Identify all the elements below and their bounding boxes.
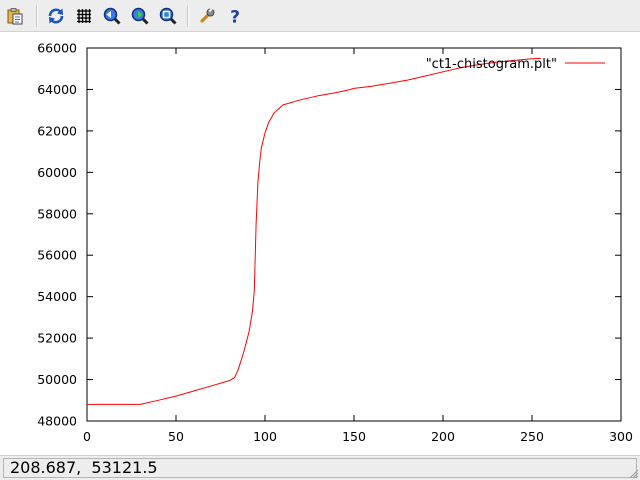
x-tick-label: 0	[83, 429, 91, 444]
y-axis: 48000 50000 52000 54000 56000 58000 60000 62000…	[37, 41, 621, 429]
x-tick-label: 50	[168, 429, 184, 444]
y-tick-label: 52000	[37, 331, 77, 346]
y-tick-label: 60000	[37, 165, 77, 180]
y-tick-label: 54000	[37, 289, 77, 304]
x-tick-label: 100	[253, 429, 277, 444]
x-tick-label: 300	[609, 429, 633, 444]
plot-frame	[86, 47, 622, 422]
toolbar-separator	[187, 5, 189, 27]
toolbar-separator	[36, 5, 38, 27]
svg-text:?: ?	[230, 8, 240, 26]
settings-button[interactable]	[196, 5, 218, 27]
plot-area[interactable]: 48000 50000 52000 54000 56000 58000 60000 62000…	[0, 32, 640, 455]
zoom-autoscale-icon	[159, 7, 177, 25]
chart[interactable]: 48000 50000 52000 54000 56000 58000 60000 62000…	[0, 32, 640, 455]
status-bar: 208.687, 53121.5	[0, 455, 640, 480]
next-zoom-button[interactable]	[129, 5, 151, 27]
clipboard-icon	[7, 8, 23, 25]
y-tick-label: 64000	[37, 82, 77, 97]
toolbar: ?	[0, 0, 640, 32]
x-tick-label: 150	[342, 429, 366, 444]
y-tick-label: 58000	[37, 206, 77, 221]
copy-to-clipboard-button[interactable]	[4, 5, 26, 27]
legend: "ct1-chistogram.plt"	[426, 57, 605, 72]
zoom-next-icon	[131, 7, 149, 25]
series-line	[87, 57, 541, 405]
autoscale-button[interactable]	[157, 5, 179, 27]
mouse-coordinates: 208.687, 53121.5	[3, 458, 637, 478]
x-tick-label: 250	[520, 429, 544, 444]
grid-button[interactable]	[73, 5, 95, 27]
y-tick-label: 50000	[37, 372, 77, 387]
resize-grip-icon[interactable]	[627, 467, 639, 479]
previous-zoom-button[interactable]	[101, 5, 123, 27]
y-tick-label: 66000	[37, 41, 77, 56]
y-tick-label: 56000	[37, 248, 77, 263]
replot-icon	[48, 8, 64, 24]
legend-label: "ct1-chistogram.plt"	[426, 57, 557, 72]
wrench-icon	[200, 7, 215, 23]
grid-icon	[77, 9, 91, 23]
help-button[interactable]: ?	[224, 5, 246, 27]
zoom-previous-icon	[103, 7, 121, 25]
help-icon: ?	[230, 8, 240, 26]
x-axis: 0 50 100 150 200 250 300	[83, 48, 633, 444]
replot-button[interactable]	[45, 5, 67, 27]
y-tick-label: 62000	[37, 123, 77, 138]
y-tick-label: 48000	[37, 414, 77, 429]
x-tick-label: 200	[431, 429, 455, 444]
